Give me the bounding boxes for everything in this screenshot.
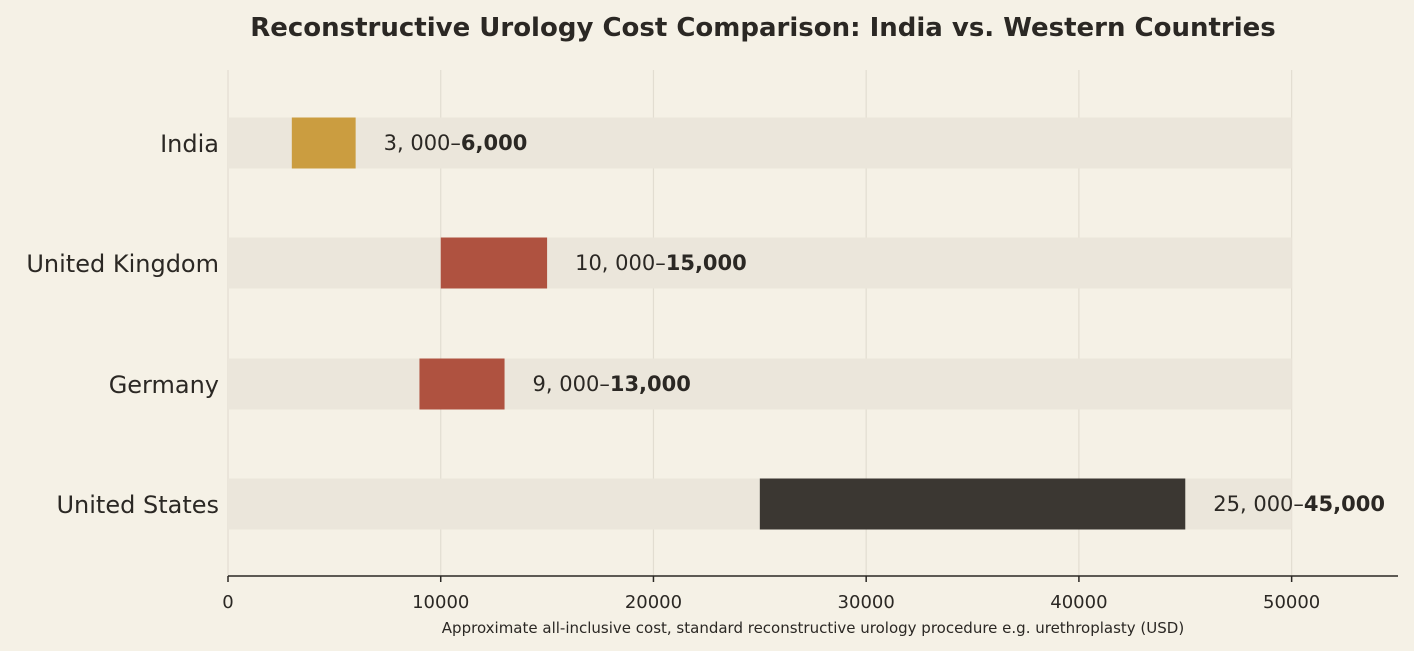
data-label-range-start: 9, 000– [533, 372, 610, 396]
data-label-range-start: 10, 000– [575, 251, 666, 275]
chart-title: Reconstructive Urology Cost Comparison: … [250, 13, 1276, 43]
data-label: 3, 000–6,000 [384, 131, 528, 155]
range-bar [291, 117, 356, 169]
data-label-range-start: 3, 000– [384, 131, 461, 155]
x-axis: 0 10000 20000 30000 40000 50000 [222, 575, 1398, 613]
data-label-range-end: 15,000 [666, 251, 747, 275]
background-tracks [228, 117, 1292, 530]
range-bar [419, 358, 505, 410]
range-bars [291, 117, 1186, 530]
category-label: United States [56, 491, 219, 519]
data-label: 10, 000–15,000 [575, 251, 747, 275]
category-label: India [160, 130, 219, 158]
range-bar [759, 478, 1186, 530]
labels: 3, 000–6,000 India 10, 000–15,000 United Ki… [26, 130, 1385, 519]
bar-track [228, 358, 1292, 410]
x-tick-label: 40000 [1050, 592, 1107, 613]
category-label: Germany [109, 371, 219, 399]
range-bar [440, 237, 548, 289]
x-tick-label: 30000 [838, 592, 895, 613]
data-label-range-end: 13,000 [610, 372, 691, 396]
x-tick-label: 20000 [625, 592, 682, 613]
data-label: 25, 000–45,000 [1213, 492, 1385, 516]
x-tick-label: 10000 [412, 592, 469, 613]
bar-track [228, 237, 1292, 289]
data-label-range-end: 6,000 [461, 131, 527, 155]
category-label: United Kingdom [26, 250, 219, 278]
data-label: 9, 000–13,000 [533, 372, 691, 396]
bar-track [228, 117, 1292, 169]
x-axis-label: Approximate all-inclusive cost, standard… [442, 619, 1184, 637]
x-tick-label: 0 [222, 592, 233, 613]
x-tick-label: 50000 [1263, 592, 1320, 613]
data-label-range-start: 25, 000– [1213, 492, 1304, 516]
data-label-range-end: 45,000 [1304, 492, 1385, 516]
